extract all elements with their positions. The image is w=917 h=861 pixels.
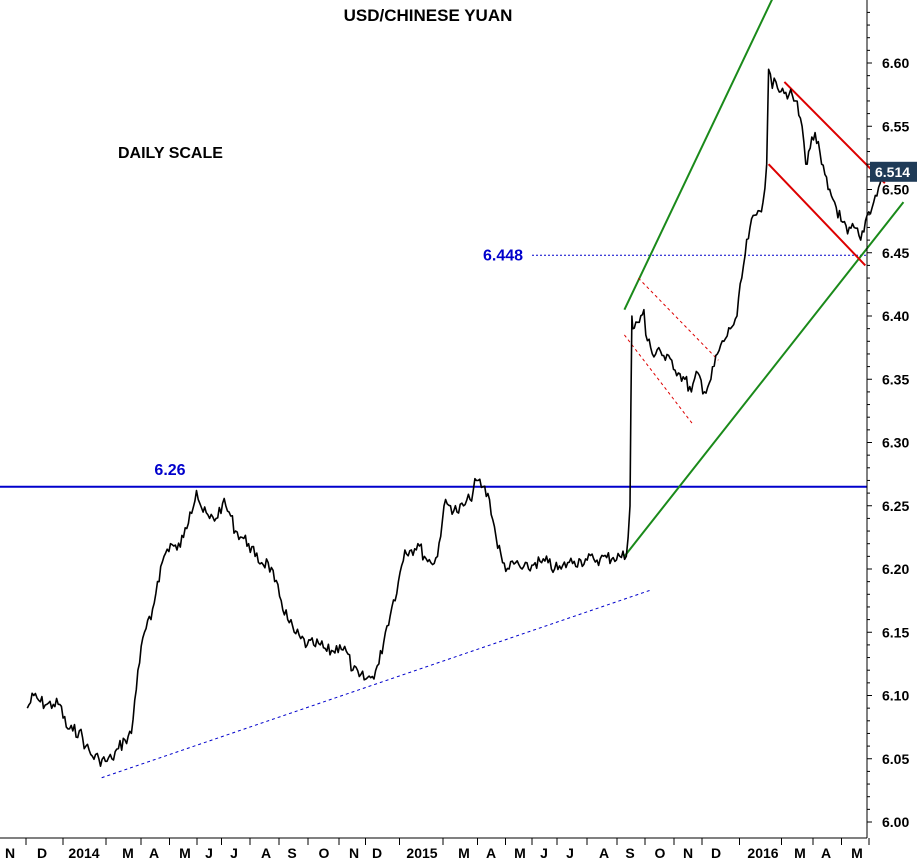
y-tick-label: 6.30 (882, 435, 909, 451)
trendline-pullback-upper (638, 277, 719, 361)
y-tick-label: 6.05 (882, 751, 909, 767)
x-tick-label: A (486, 845, 496, 861)
x-tick-label: A (261, 845, 271, 861)
x-tick-label: J (230, 845, 238, 861)
x-tick-label: N (5, 845, 15, 861)
trendline-channel-upper (623, 0, 773, 311)
x-tick-label: N (683, 845, 693, 861)
y-tick-label: 6.35 (882, 371, 909, 387)
x-tick-label: O (319, 845, 330, 861)
x-tick-label: 2015 (406, 845, 437, 861)
x-tick-label: M (851, 845, 863, 861)
x-tick-label: 2016 (747, 845, 778, 861)
y-tick-label: 6.20 (882, 561, 909, 577)
trendline-flag-upper (783, 81, 886, 184)
x-tick-label: A (599, 845, 609, 861)
x-tick-label: A (149, 845, 159, 861)
x-tick-label: M (458, 845, 470, 861)
y-tick-label: 6.25 (882, 498, 909, 514)
last-value-label: 6.514 (875, 164, 910, 180)
x-tick-label: O (655, 845, 666, 861)
last-value-badge (870, 161, 917, 182)
x-tick-label: M (794, 845, 806, 861)
trendline-channel-lower (623, 201, 905, 557)
x-tick-label: J (540, 845, 548, 861)
x-tick-label: D (372, 845, 382, 861)
x-tick-label: S (625, 845, 634, 861)
y-tick-label: 6.45 (882, 245, 909, 261)
level-label: 6.448 (483, 247, 523, 264)
x-tick-label: D (711, 845, 721, 861)
trendline-support (101, 590, 650, 779)
x-tick-label: A (821, 845, 831, 861)
y-tick-label: 6.15 (882, 624, 909, 640)
x-tick-label: M (122, 845, 134, 861)
scale-annotation: DAILY SCALE (118, 145, 223, 162)
y-tick-label: 6.50 (882, 182, 909, 198)
y-tick-label: 6.60 (882, 55, 909, 71)
x-tick-label: M (514, 845, 526, 861)
chart-title: USD/CHINESE YUAN (344, 6, 513, 25)
x-tick-label: D (37, 845, 47, 861)
x-tick-label: S (287, 845, 296, 861)
y-tick-label: 6.10 (882, 688, 909, 704)
x-tick-label: N (349, 845, 359, 861)
y-tick-label: 6.00 (882, 814, 909, 830)
resistance-label: 6.26 (154, 462, 185, 479)
x-tick-label: M (179, 845, 191, 861)
y-tick-label: 6.40 (882, 308, 909, 324)
x-tick-label: J (566, 845, 574, 861)
trendline-pullback-lower (624, 334, 693, 424)
y-tick-label: 6.55 (882, 118, 909, 134)
trendline-flag-lower (767, 163, 867, 267)
price-series-line (26, 68, 886, 767)
x-tick-label: 2014 (68, 845, 99, 861)
x-tick-label: J (205, 845, 213, 861)
